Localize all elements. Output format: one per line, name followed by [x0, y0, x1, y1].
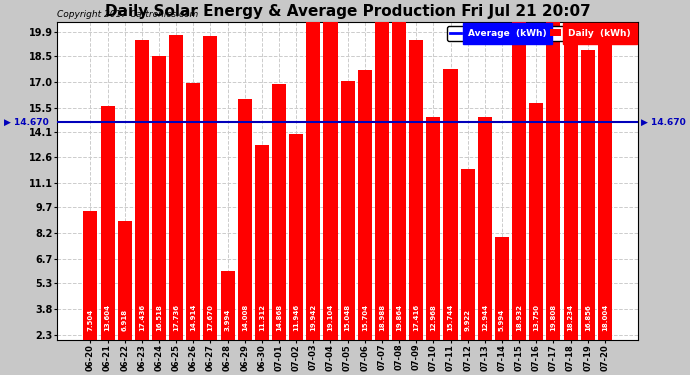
Text: 14.868: 14.868 — [276, 304, 282, 331]
Bar — [289, 134, 303, 340]
Text: 12.944: 12.944 — [482, 304, 488, 331]
Text: 19.104: 19.104 — [328, 304, 333, 331]
Bar — [495, 237, 509, 340]
Bar — [341, 81, 355, 340]
Bar — [204, 36, 217, 340]
Text: 9.922: 9.922 — [464, 309, 471, 331]
Text: 15.048: 15.048 — [344, 304, 351, 331]
Text: 12.968: 12.968 — [431, 304, 436, 331]
Text: 19.864: 19.864 — [396, 304, 402, 331]
Bar — [255, 145, 269, 340]
Text: 11.946: 11.946 — [293, 304, 299, 331]
Bar — [135, 40, 149, 340]
Bar — [426, 117, 440, 340]
Text: ▶ 14.670: ▶ 14.670 — [641, 117, 686, 126]
Text: 17.416: 17.416 — [413, 304, 420, 331]
Bar — [237, 99, 252, 340]
Bar — [581, 50, 595, 340]
Text: 13.604: 13.604 — [105, 304, 110, 331]
Text: Copyright 2017 Cartronics.com: Copyright 2017 Cartronics.com — [57, 9, 198, 18]
Bar — [306, 0, 320, 340]
Bar — [375, 13, 389, 340]
Text: 5.994: 5.994 — [499, 309, 505, 331]
Bar — [324, 11, 337, 340]
Bar — [529, 104, 543, 340]
Bar — [83, 211, 97, 340]
Bar — [477, 117, 492, 340]
Text: 11.312: 11.312 — [259, 304, 265, 331]
Text: 15.744: 15.744 — [448, 304, 453, 331]
Bar — [564, 26, 578, 340]
Text: ▶ 14.670: ▶ 14.670 — [4, 117, 49, 126]
Legend: Average  (kWh), Daily  (kWh): Average (kWh), Daily (kWh) — [447, 26, 634, 40]
Bar — [101, 106, 115, 340]
Bar — [169, 35, 183, 340]
Text: 18.004: 18.004 — [602, 304, 608, 331]
Bar — [598, 30, 612, 340]
Bar — [444, 69, 457, 340]
Text: 13.750: 13.750 — [533, 304, 540, 331]
Bar — [512, 14, 526, 340]
Bar — [461, 169, 475, 340]
Text: 15.704: 15.704 — [362, 304, 368, 331]
Text: 18.234: 18.234 — [568, 304, 573, 331]
Text: 18.988: 18.988 — [379, 304, 385, 331]
Bar — [357, 70, 372, 340]
Title: Daily Solar Energy & Average Production Fri Jul 21 20:07: Daily Solar Energy & Average Production … — [105, 4, 591, 19]
Text: 6.918: 6.918 — [121, 309, 128, 331]
Text: 14.008: 14.008 — [241, 304, 248, 331]
Text: 16.518: 16.518 — [156, 304, 162, 331]
Text: 18.932: 18.932 — [516, 304, 522, 331]
Bar — [272, 84, 286, 340]
Bar — [392, 0, 406, 340]
Text: 17.736: 17.736 — [173, 304, 179, 331]
Bar — [409, 40, 423, 340]
Bar — [221, 271, 235, 340]
Bar — [546, 0, 560, 340]
Text: 7.504: 7.504 — [88, 309, 93, 331]
Bar — [152, 56, 166, 340]
Text: 3.994: 3.994 — [224, 309, 230, 331]
Text: 19.942: 19.942 — [310, 304, 316, 331]
Text: 14.914: 14.914 — [190, 304, 196, 331]
Text: 19.808: 19.808 — [551, 304, 556, 331]
Text: 17.670: 17.670 — [208, 304, 213, 331]
Bar — [186, 83, 200, 340]
Text: 17.436: 17.436 — [139, 304, 145, 331]
Text: 16.856: 16.856 — [584, 304, 591, 331]
Bar — [118, 221, 132, 340]
